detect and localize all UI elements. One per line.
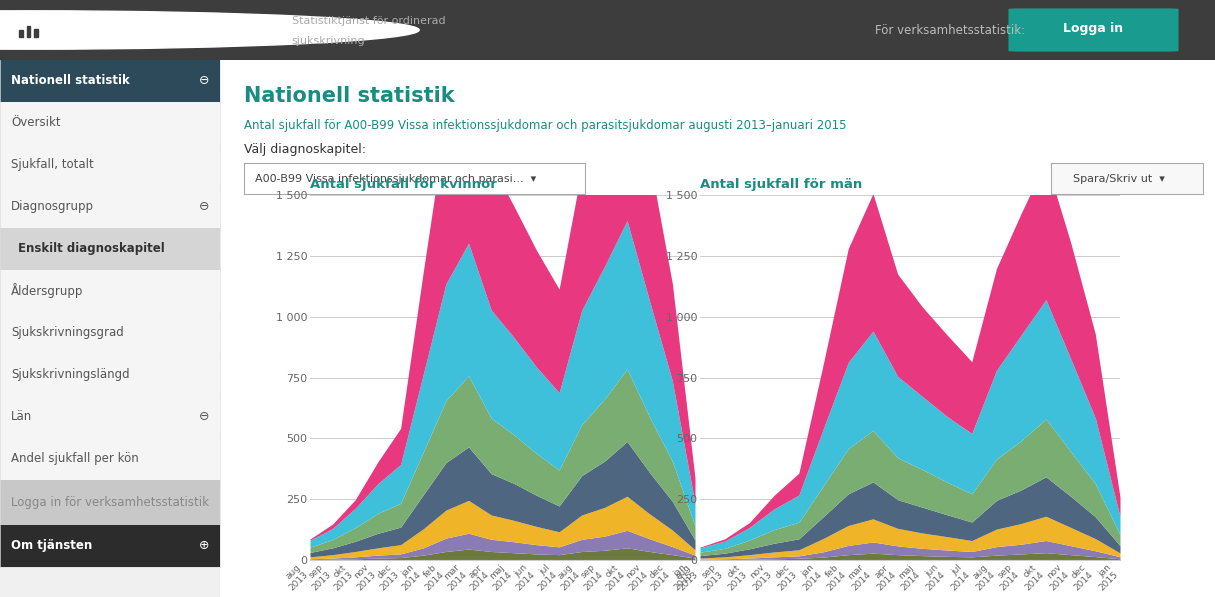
Text: För verksamhetsstatistik:: För verksamhetsstatistik: [875,23,1025,36]
Text: Statistiktjänsten: Statistiktjänsten [46,19,230,38]
Text: Välj diagnoskapitel:: Välj diagnoskapitel: [244,143,366,156]
Text: Om tjänsten: Om tjänsten [11,540,92,552]
Bar [34,29,38,37]
Text: Översikt: Översikt [11,116,61,130]
Text: Enskilt diagnoskapitel: Enskilt diagnoskapitel [17,242,164,256]
FancyBboxPatch shape [1008,8,1179,51]
Bar [19,30,23,37]
Text: Logga in för verksamhetsstatistik: Logga in för verksamhetsstatistik [11,496,209,509]
Text: Sjukskrivningsgrad: Sjukskrivningsgrad [11,327,124,340]
Text: ⊖: ⊖ [199,75,210,88]
Text: sjukskrivning: sjukskrivning [292,36,366,46]
Bar [27,26,30,37]
Text: Antal sjukfall för män: Antal sjukfall för män [700,178,863,191]
Text: ⊖: ⊖ [199,201,210,214]
Text: Antal sjukfall för A00-B99 Vissa infektionssjukdomar och parasitsjukdomar august: Antal sjukfall för A00-B99 Vissa infekti… [244,119,847,132]
Text: Län: Län [11,411,33,423]
Circle shape [0,11,419,49]
Text: Sjukskrivningslängd: Sjukskrivningslängd [11,368,130,381]
Text: Nationell statistik: Nationell statistik [11,75,130,88]
Text: Spara/Skriv ut  ▾: Spara/Skriv ut ▾ [1073,174,1165,184]
Text: ⊖: ⊖ [199,411,210,423]
Text: Nationell statistik: Nationell statistik [244,86,454,106]
Text: Åldersgrupp: Åldersgrupp [11,284,84,298]
Text: Andel sjukfall per kön: Andel sjukfall per kön [11,453,139,466]
Text: Statistiktjänst för ordinerad: Statistiktjänst för ordinerad [292,16,445,26]
Text: ⊕: ⊕ [199,540,210,552]
Text: Antal sjukfall för kvinnor: Antal sjukfall för kvinnor [310,178,497,191]
Text: Sjukfall, totalt: Sjukfall, totalt [11,158,94,171]
Text: Logga in: Logga in [1063,22,1124,35]
Text: A00-B99 Vissa infektionssjukdomar och parasi...  ▾: A00-B99 Vissa infektionssjukdomar och pa… [254,174,536,184]
Text: Diagnosgrupp: Diagnosgrupp [11,201,94,214]
